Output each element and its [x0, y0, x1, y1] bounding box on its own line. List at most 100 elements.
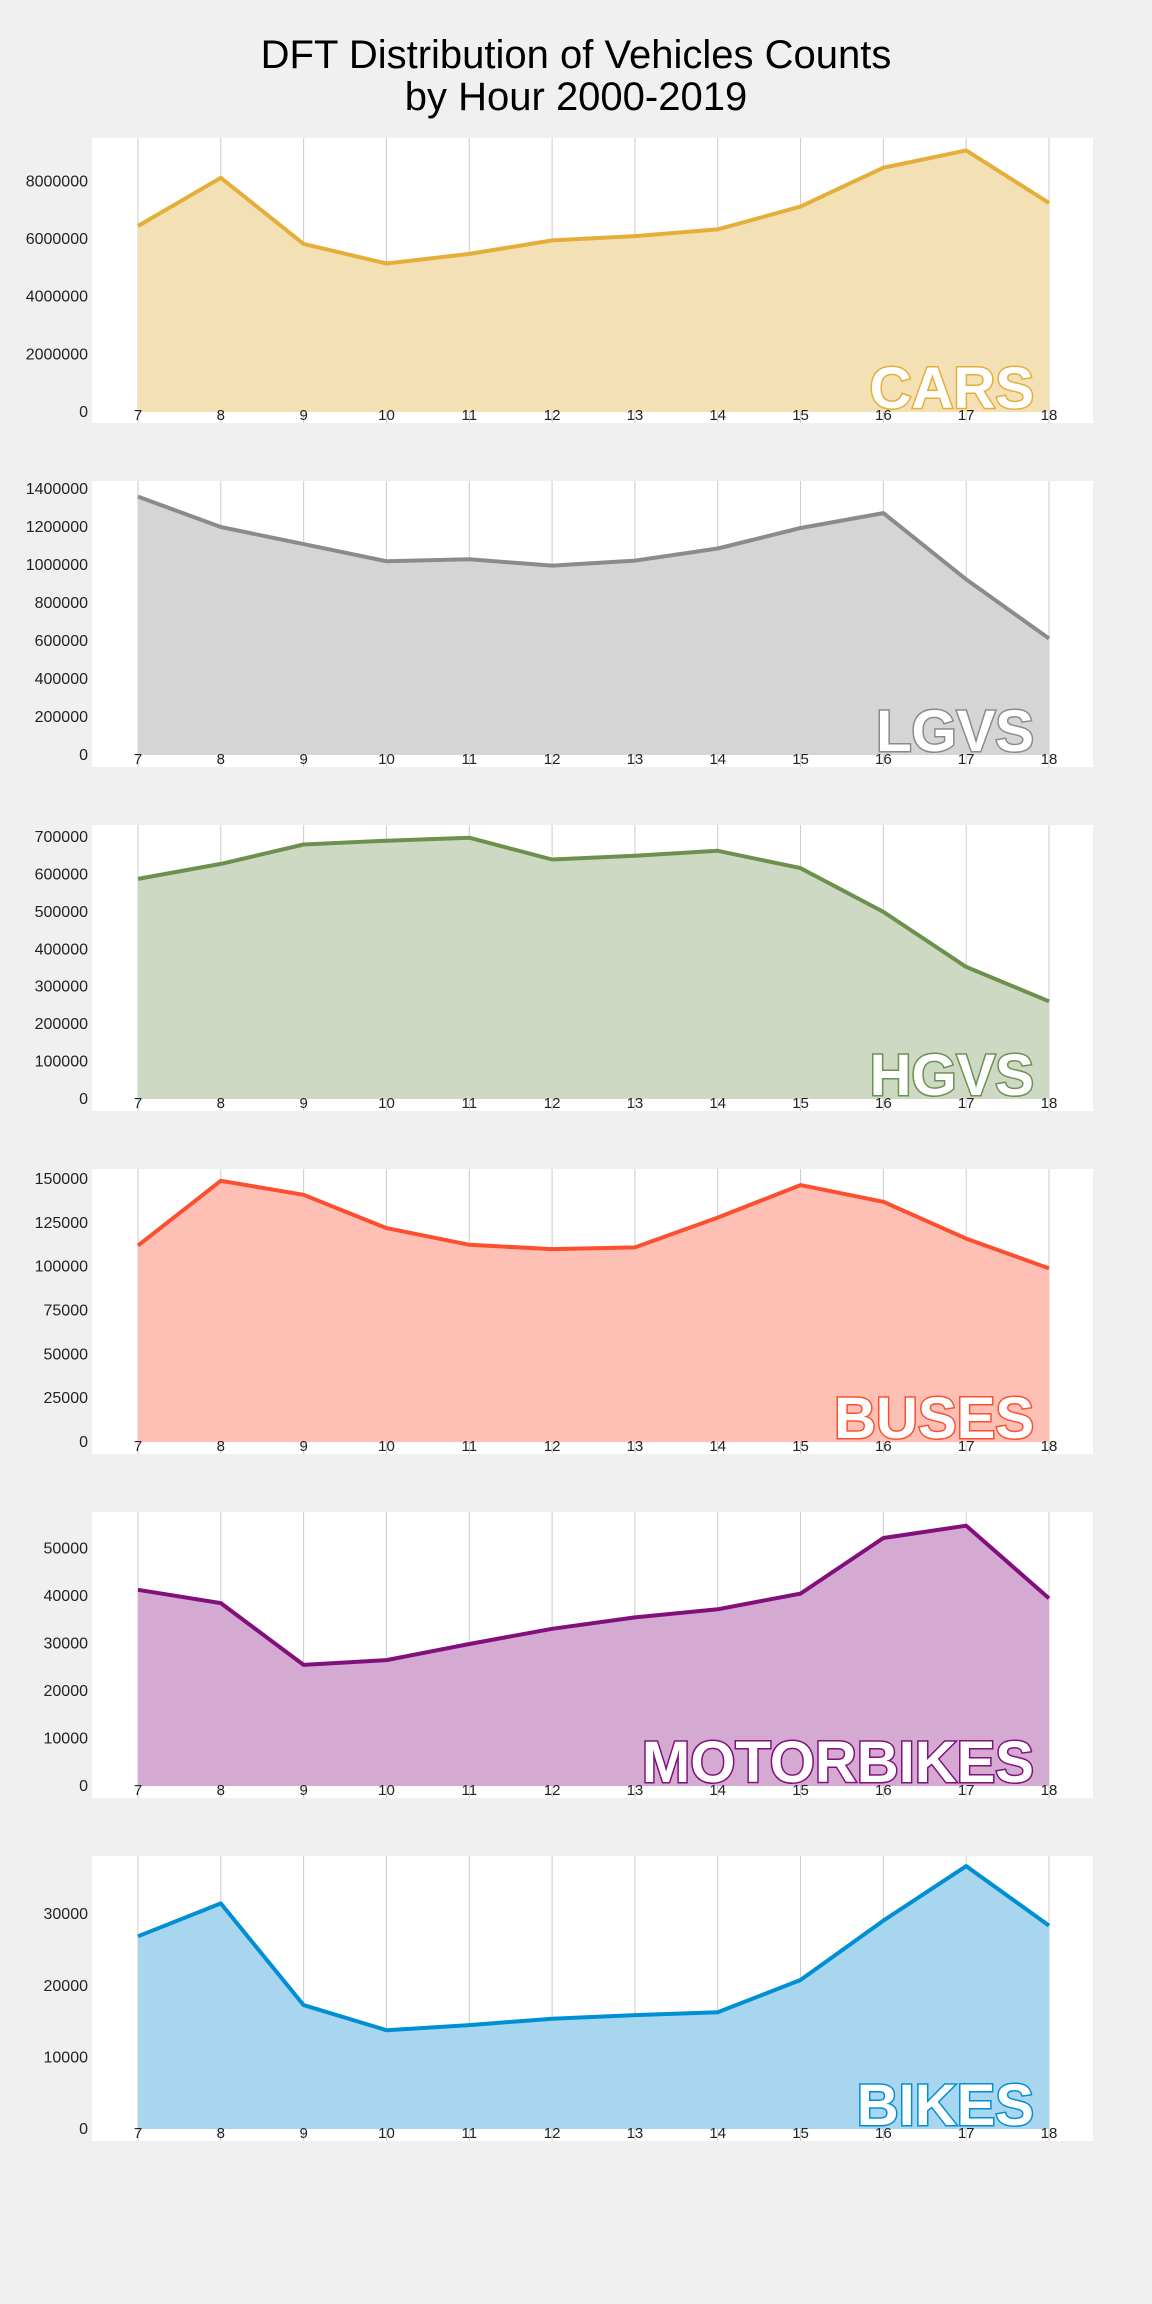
data-point-10	[386, 561, 387, 562]
y-tick-label: 75000	[44, 1303, 89, 1320]
x-tick-label: 17	[958, 1438, 975, 1455]
x-tick-label: 18	[1041, 2125, 1058, 2142]
y-tick-label: 400000	[35, 941, 88, 958]
x-tick-label: 8	[217, 407, 225, 424]
area-motorbikes	[138, 1525, 1049, 1786]
x-tick-label: 15	[792, 407, 809, 424]
y-tick-label: 0	[79, 1091, 88, 1108]
series-label-hgvs: HGVS	[870, 1043, 1034, 1108]
data-point-9	[303, 243, 304, 244]
x-tick-label: 10	[378, 751, 395, 768]
x-tick-label: 18	[1041, 751, 1058, 768]
data-point-7	[138, 225, 139, 226]
y-tick-label: 200000	[35, 709, 88, 726]
data-point-13	[634, 1247, 635, 1248]
y-tick-label: 300000	[35, 979, 88, 996]
x-tick-label: 9	[299, 1095, 307, 1112]
y-tick-label: 400000	[35, 671, 88, 688]
x-tick-label: 17	[958, 407, 975, 424]
series-label-motorbikes: MOTORBIKES	[642, 1730, 1034, 1795]
data-point-14	[717, 2012, 718, 2013]
chart-title-line1: DFT Distribution of Vehicles Counts	[260, 33, 892, 77]
y-tick-label: 20000	[44, 1978, 89, 1995]
x-tick-label: 8	[217, 1095, 225, 1112]
area-cars	[138, 150, 1049, 412]
data-point-17	[966, 1238, 967, 1239]
line-buses	[136, 1178, 1050, 1271]
data-point-7	[138, 1936, 139, 1937]
x-tick-label: 15	[792, 1782, 809, 1799]
data-point-10	[386, 1228, 387, 1229]
x-tick-label: 14	[709, 407, 726, 424]
y-tick-label: 40000	[44, 1588, 89, 1605]
x-tick-label: 7	[134, 1438, 142, 1455]
x-tick-label: 18	[1041, 1095, 1058, 1112]
data-point-12	[552, 565, 553, 566]
x-tick-label: 14	[709, 751, 726, 768]
x-tick-label: 13	[627, 1782, 644, 1799]
x-tick-label: 11	[461, 1438, 477, 1455]
area-hgvs	[138, 837, 1049, 1099]
x-tick-label: 16	[875, 751, 892, 768]
y-tick-label: 600000	[35, 866, 88, 883]
x-tick-label: 11	[461, 2125, 477, 2142]
x-tick-label: 10	[378, 1095, 395, 1112]
line-cars	[136, 148, 1051, 266]
data-point-12	[552, 1249, 553, 1250]
data-point-9	[303, 1664, 304, 1665]
x-tick-label: 15	[792, 751, 809, 768]
x-tick-label: 13	[627, 1438, 644, 1455]
data-point-14	[717, 1217, 718, 1218]
chart-title-line2: by Hour 2000-2019	[404, 75, 748, 119]
data-point-9	[303, 844, 304, 845]
data-point-11	[469, 1643, 470, 1644]
x-tick-label: 8	[217, 1782, 225, 1799]
y-tick-label: 125000	[35, 1215, 88, 1232]
y-tick-label: 0	[79, 404, 88, 421]
data-point-8	[220, 177, 221, 178]
x-tick-label: 9	[299, 2125, 307, 2142]
x-tick-label: 13	[627, 751, 644, 768]
x-tick-label: 10	[378, 1782, 395, 1799]
y-tick-label: 0	[79, 1778, 88, 1795]
y-tick-label: 50000	[44, 1541, 89, 1558]
x-tick-label: 17	[958, 751, 975, 768]
data-point-11	[469, 837, 470, 838]
line-bikes	[137, 1864, 1051, 2033]
x-tick-label: 15	[792, 1095, 809, 1112]
series-label-bikes: BIKES	[857, 2073, 1034, 2138]
data-point-13	[634, 1617, 635, 1618]
x-tick-label: 15	[792, 2125, 809, 2142]
data-point-18	[1049, 638, 1050, 639]
x-tick-label: 16	[875, 407, 892, 424]
data-point-17	[966, 150, 967, 151]
x-tick-label: 8	[217, 751, 225, 768]
y-tick-label: 150000	[35, 1171, 88, 1188]
data-point-10	[386, 1660, 387, 1661]
data-point-8	[220, 1903, 221, 1904]
data-point-13	[634, 2015, 635, 2016]
data-point-14	[717, 1609, 718, 1610]
x-tick-label: 11	[461, 407, 477, 424]
data-point-8	[220, 1180, 221, 1181]
data-point-18	[1049, 1268, 1050, 1269]
data-point-8	[220, 1603, 221, 1604]
x-tick-label: 16	[875, 1438, 892, 1455]
line-hgvs	[137, 835, 1050, 1004]
data-point-7	[138, 878, 139, 879]
line-motorbikes	[137, 1523, 1051, 1667]
y-tick-label: 1400000	[26, 481, 88, 498]
x-tick-label: 16	[875, 1782, 892, 1799]
chart-panel-buses: 7 8 9 10 11 12 13 14 15 16 17 18 0 25000 50000 75000 100…	[35, 1169, 1093, 1455]
data-point-7	[138, 496, 139, 497]
y-tick-label: 30000	[44, 1636, 89, 1653]
data-point-8	[220, 527, 221, 528]
x-tick-label: 14	[709, 1438, 726, 1455]
x-tick-label: 17	[958, 1782, 975, 1799]
data-point-8	[220, 863, 221, 864]
chart-panel-hgvs: 7 8 9 10 11 12 13 14 15 16 17 18 0 100000 200000 300000…	[35, 825, 1093, 1112]
data-point-9	[303, 544, 304, 545]
x-tick-label: 11	[461, 751, 477, 768]
data-point-18	[1049, 202, 1050, 203]
x-tick-label: 11	[461, 1095, 477, 1112]
